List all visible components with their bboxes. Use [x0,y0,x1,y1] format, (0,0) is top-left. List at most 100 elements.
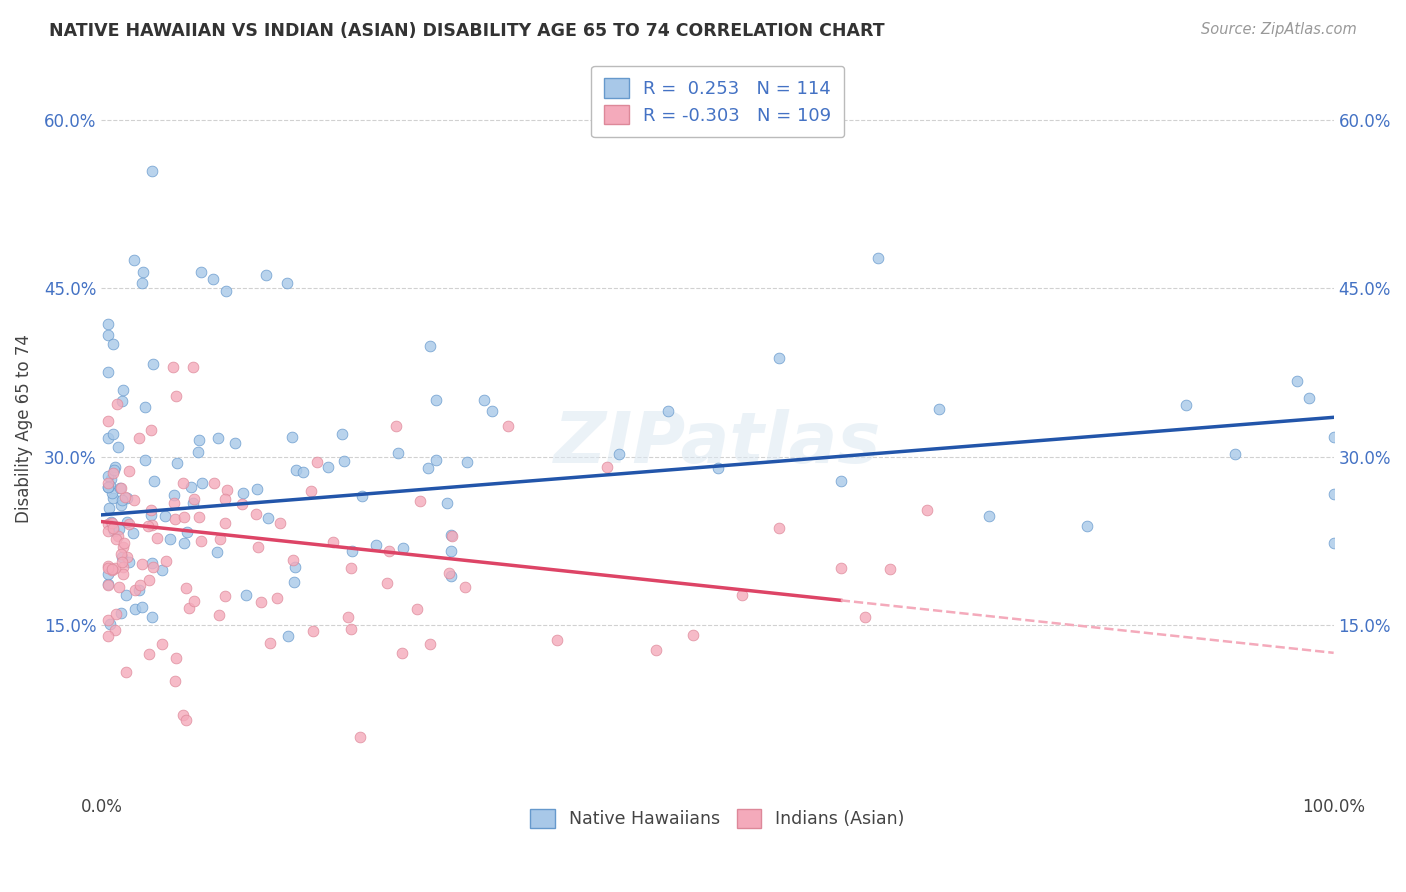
Point [405,602,427,616]
Point [607,447,630,461]
Point [176,524,198,539]
Text: NATIVE HAWAIIAN VS INDIAN (ASIAN) DISABILITY AGE 65 TO 74 CORRELATION CHART: NATIVE HAWAIIAN VS INDIAN (ASIAN) DISABI… [49,22,884,40]
Point [115,589,138,603]
Point [124,601,146,615]
Point [141,163,163,178]
Point [207,432,229,446]
Point [97,558,120,573]
Point [879,562,901,576]
Point [481,404,503,418]
Point [259,635,281,649]
Point [101,491,124,506]
Point [97,480,120,494]
Point [276,276,298,290]
Point [425,453,447,467]
Point [437,566,460,581]
Point [105,532,128,546]
Point [97,469,120,483]
Point [333,454,356,468]
Point [595,459,617,474]
Point [173,536,195,550]
Point [322,535,344,549]
Point [1323,536,1346,550]
Point [98,479,121,493]
Point [1323,430,1346,444]
Point [101,521,124,535]
Point [830,474,852,488]
Point [224,435,246,450]
Point [162,359,184,374]
Point [866,252,889,266]
Point [183,359,205,374]
Point [214,492,236,507]
Point [977,508,1000,523]
Legend: Native Hawaiians, Indians (Asian): Native Hawaiians, Indians (Asian) [523,802,911,835]
Point [247,540,270,554]
Point [316,460,339,475]
Point [190,533,212,548]
Point [97,613,120,627]
Point [112,384,135,398]
Point [104,561,127,575]
Point [349,730,371,744]
Point [235,588,257,602]
Point [104,460,127,475]
Point [214,516,236,530]
Point [165,673,187,688]
Point [115,550,138,565]
Point [217,483,239,498]
Point [110,549,132,564]
Point [440,543,463,558]
Point [172,707,194,722]
Point [107,529,129,543]
Point [436,496,458,510]
Point [97,524,120,539]
Point [101,485,124,500]
Point [768,521,790,535]
Point [440,528,463,542]
Point [121,526,143,541]
Point [202,476,225,491]
Point [231,497,253,511]
Point [131,276,153,290]
Point [292,465,315,479]
Point [496,418,519,433]
Point [97,566,120,581]
Point [336,610,359,624]
Point [682,628,704,642]
Point [110,493,132,508]
Point [1285,374,1308,388]
Point [1076,518,1098,533]
Point [179,601,201,615]
Point [1223,447,1246,461]
Point [283,552,305,566]
Point [214,589,236,603]
Point [114,490,136,504]
Point [208,607,231,622]
Point [124,583,146,598]
Point [118,555,141,569]
Point [138,574,160,588]
Point [103,463,125,477]
Point [104,607,127,621]
Point [173,509,195,524]
Point [159,532,181,546]
Point [117,491,139,505]
Point [128,583,150,598]
Point [364,538,387,552]
Point [138,647,160,661]
Point [150,563,173,577]
Point [97,317,120,331]
Point [472,393,495,408]
Point [440,569,463,583]
Point [142,474,165,488]
Point [280,429,302,443]
Point [1323,487,1346,501]
Point [97,578,120,592]
Point [110,547,132,561]
Point [299,484,322,499]
Point [97,366,120,380]
Point [97,414,120,428]
Point [440,528,463,542]
Point [104,623,127,637]
